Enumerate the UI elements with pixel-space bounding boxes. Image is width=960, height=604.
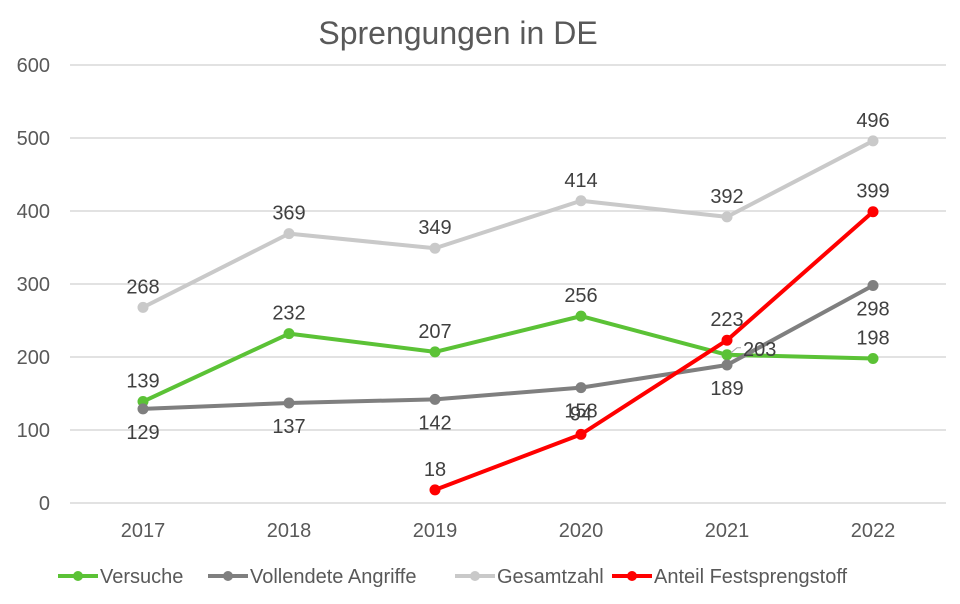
data-point <box>283 397 295 409</box>
series-versuche <box>137 310 879 408</box>
legend-marker-icon <box>470 571 480 581</box>
legend-marker-icon <box>627 571 637 581</box>
x-tick-label: 2017 <box>121 520 166 542</box>
data-point <box>721 349 733 361</box>
data-label: 158 <box>564 401 597 423</box>
data-label: 349 <box>418 217 451 239</box>
legend-marker-icon <box>73 571 83 581</box>
x-tick-label: 2020 <box>559 520 604 542</box>
data-label: 142 <box>418 412 451 434</box>
legend-item[interactable]: Versuche <box>58 566 183 588</box>
chart-title: Sprengungen in DE <box>318 15 597 51</box>
data-point <box>867 135 879 147</box>
data-point <box>137 301 149 313</box>
data-point <box>721 211 733 223</box>
data-point <box>575 195 587 207</box>
y-tick-label: 300 <box>17 274 50 296</box>
x-tick-label: 2019 <box>413 520 458 542</box>
legend-item[interactable]: Anteil Festsprengstoff <box>612 566 848 588</box>
legend-label: Versuche <box>100 566 183 588</box>
data-label: 207 <box>418 321 451 343</box>
legend: Versuche Vollendete Angriffe Gesamtzahl Ant… <box>58 566 848 588</box>
data-label: 414 <box>564 170 597 192</box>
legend-label: Gesamtzahl <box>497 566 604 588</box>
data-label: 198 <box>856 327 889 349</box>
y-axis-ticks: 0 100 200 300 400 500 600 <box>17 55 50 515</box>
data-label: 232 <box>272 303 305 325</box>
data-point <box>721 359 733 371</box>
x-axis-ticks: 2017 2018 2019 2020 2021 2022 <box>121 520 896 542</box>
legend-label: Anteil Festsprengstoff <box>654 566 848 588</box>
x-tick-label: 2018 <box>267 520 312 542</box>
data-point <box>575 428 587 440</box>
data-label: 256 <box>564 285 597 307</box>
y-tick-label: 100 <box>17 420 50 442</box>
data-label: 496 <box>856 110 889 132</box>
series-line <box>142 139 874 310</box>
series-vollendete-angriffe <box>137 279 879 415</box>
data-point <box>867 279 879 291</box>
data-label: 139 <box>126 371 159 393</box>
data-label: 268 <box>126 276 159 298</box>
data-label: 129 <box>126 422 159 444</box>
y-tick-label: 400 <box>17 201 50 223</box>
data-point <box>429 242 441 254</box>
data-label: 94 <box>570 403 592 425</box>
legend-marker-icon <box>223 571 233 581</box>
y-tick-label: 500 <box>17 128 50 150</box>
data-label: 189 <box>710 378 743 400</box>
gridlines <box>70 64 946 504</box>
data-point <box>429 484 441 496</box>
x-tick-label: 2022 <box>851 520 896 542</box>
leader-line <box>730 347 741 354</box>
series-group <box>137 135 879 496</box>
legend-item[interactable]: Vollendete Angriffe <box>208 566 416 588</box>
data-label: 18 <box>424 459 446 481</box>
data-label: 137 <box>272 416 305 438</box>
data-label: 369 <box>272 203 305 225</box>
data-point <box>283 328 295 340</box>
y-tick-label: 0 <box>39 493 50 515</box>
data-point <box>721 334 733 346</box>
data-point <box>867 352 879 364</box>
data-point <box>575 310 587 322</box>
data-point <box>283 228 295 240</box>
data-label: 223 <box>710 309 743 331</box>
data-label: 392 <box>710 186 743 208</box>
data-label: 203 <box>743 339 776 361</box>
legend-item[interactable]: Gesamtzahl <box>455 566 604 588</box>
data-point <box>429 346 441 358</box>
data-point <box>867 206 879 218</box>
series-line <box>142 283 874 411</box>
legend-label: Vollendete Angriffe <box>250 566 416 588</box>
data-labels: 139 232 207 256 203 198 129 137 142 158 189 298 268 3… <box>126 110 889 481</box>
data-point <box>429 393 441 405</box>
y-tick-label: 600 <box>17 55 50 77</box>
data-point <box>137 403 149 415</box>
data-point <box>575 382 587 394</box>
series-gesamtzahl <box>137 135 879 313</box>
series-line <box>434 210 875 492</box>
series-line <box>142 314 874 404</box>
y-tick-label: 200 <box>17 347 50 369</box>
data-label: 298 <box>856 298 889 320</box>
data-label: 399 <box>856 181 889 203</box>
series-anteil-festsprengstoff <box>429 206 879 496</box>
x-tick-label: 2021 <box>705 520 750 542</box>
